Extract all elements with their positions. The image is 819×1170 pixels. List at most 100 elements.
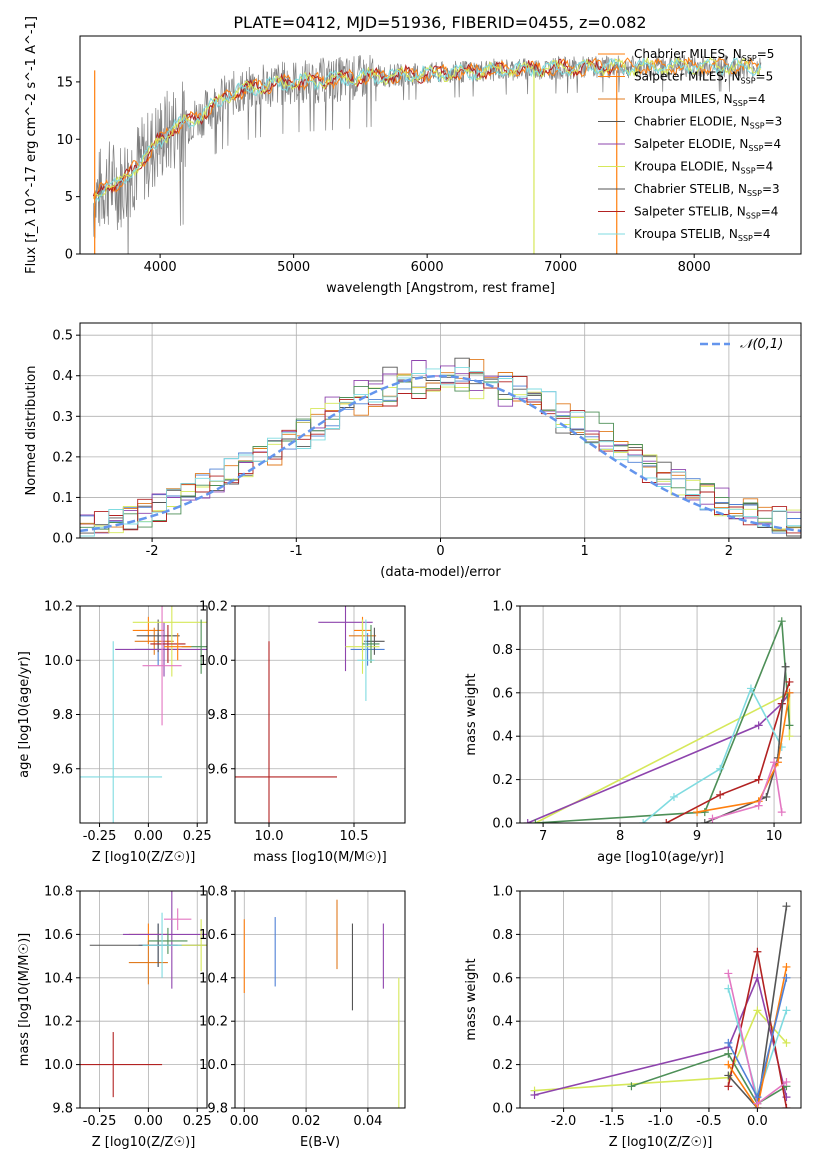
weight-marker — [785, 721, 794, 730]
x-tick-label: 10.5 — [340, 829, 369, 844]
weight-marker — [724, 1082, 733, 1091]
weight-marker — [724, 1060, 733, 1069]
y-tick-label: 0.5 — [52, 329, 73, 344]
weight-marker — [639, 819, 648, 823]
x-tick-label: 0.0 — [747, 1114, 768, 1129]
y-tick-label: 0.4 — [52, 369, 73, 384]
plot-area — [235, 606, 385, 823]
weight-marker — [782, 1104, 791, 1108]
x-tick-label: 0.00 — [134, 1114, 163, 1129]
axes-frame — [519, 605, 802, 824]
x-tick-label: 7 — [539, 829, 547, 844]
weight-marker — [785, 732, 794, 741]
weight-marker — [782, 1006, 791, 1015]
x-tick-label: 8000 — [678, 260, 711, 275]
weight-series — [535, 620, 791, 823]
panel-5: 7 8 9 10 0.0 0.2 0.4 0.6 0.8 1.0 age [log10(age/yr… — [464, 600, 802, 865]
weight-marker — [753, 947, 762, 956]
y-tick-label: 5 — [65, 190, 73, 205]
figure-title: PLATE=0412, MJD=51936, FIBERID=0455, z=0… — [233, 13, 646, 32]
weight-series — [631, 1052, 787, 1105]
plot-area — [530, 902, 791, 1108]
gaussian-curve — [80, 374, 801, 533]
y-axis-label: mass [log10(M/M☉)] — [17, 933, 32, 1066]
weight-marker — [700, 808, 709, 817]
model-spectrum — [92, 56, 762, 199]
x-tick-label: 0.25 — [183, 1114, 212, 1129]
weight-marker — [724, 1071, 733, 1080]
residual-histogram — [80, 372, 801, 537]
panel-4: 10.0 10.5 9.6 9.8 10.0 10.2 mass [log10(M/M☉)] — [199, 600, 406, 865]
weight-marker — [627, 1082, 636, 1091]
plot-area — [80, 891, 207, 1098]
model-spectrum — [93, 57, 762, 204]
x-axis-label: wavelength [Angstrom, rest frame] — [326, 281, 555, 296]
y-tick-label: 10.2 — [44, 600, 73, 615]
y-tick-label: 10.0 — [44, 654, 73, 669]
x-tick-label: -0.25 — [83, 1114, 117, 1129]
legend-entry: Chabrier MILES, NSSP=5 — [634, 47, 774, 63]
x-tick-label: -1.0 — [648, 1114, 673, 1129]
x-axis-label: (data-model)/error — [380, 565, 501, 580]
axes-frame — [234, 890, 406, 1109]
y-tick-label: 10.2 — [199, 600, 228, 615]
weight-marker — [724, 1038, 733, 1047]
weight-series — [696, 692, 791, 813]
y-tick-label: 10.4 — [199, 971, 228, 986]
x-axis-label: Z [log10(Z/Z☉)] — [609, 1135, 713, 1150]
x-tick-label: 2 — [725, 544, 733, 559]
residual-histogram — [80, 367, 801, 537]
axes-frame — [79, 322, 802, 539]
weight-series — [527, 692, 791, 823]
panel-3: -0.25 0.00 0.25 9.6 9.8 10.0 10.2 Z [log10(Z/Z☉… — [17, 600, 212, 866]
y-tick-label: 0.4 — [492, 730, 513, 745]
x-axis-label: Z [log10(Z/Z☉)] — [92, 850, 196, 865]
legend-entry: 𝒩(0,1) — [740, 337, 783, 352]
x-tick-label: -2.0 — [551, 1114, 576, 1129]
panel-1: 4000 5000 6000 7000 8000 0 5 10 15 wavelength [An… — [24, 16, 802, 296]
x-tick-label: 0.25 — [183, 829, 212, 844]
x-tick-label: 0.02 — [292, 1114, 321, 1129]
x-tick-label: -0.25 — [83, 829, 117, 844]
weight-marker — [785, 677, 794, 686]
weight-marker — [782, 1038, 791, 1047]
weight-series — [727, 906, 788, 1108]
axes-frame — [234, 605, 406, 824]
y-tick-label: 1.0 — [492, 600, 513, 615]
plot-area — [80, 606, 207, 823]
y-tick-label: 0.2 — [492, 1058, 513, 1073]
y-tick-label: 9.8 — [207, 1102, 228, 1117]
legend-entry: Chabrier STELIB, NSSP=3 — [634, 182, 780, 198]
x-tick-label: -0.5 — [696, 1114, 721, 1129]
weight-marker — [700, 819, 709, 823]
x-tick-label: -2 — [146, 544, 159, 559]
x-axis-label: Z [log10(Z/Z☉)] — [92, 1135, 196, 1150]
residual-histogram — [80, 374, 801, 534]
y-tick-label: 0.8 — [492, 928, 513, 943]
y-tick-label: 10.8 — [199, 885, 228, 900]
y-tick-label: 10.0 — [199, 654, 228, 669]
weight-marker — [753, 1093, 762, 1102]
x-tick-label: 7000 — [544, 260, 577, 275]
x-tick-label: 5000 — [277, 260, 310, 275]
y-tick-label: 0 — [65, 248, 73, 263]
legend-entry: Kroupa STELIB, NSSP=4 — [634, 227, 771, 243]
y-axis-label: Flux [f_λ 10^-17 erg cm^-2 s^-1 A^-1] — [24, 16, 39, 274]
y-tick-label: 0.0 — [52, 532, 73, 547]
weight-marker — [753, 973, 762, 982]
y-axis-label: mass weight — [464, 958, 479, 1040]
y-tick-label: 0.2 — [492, 773, 513, 788]
weight-marker — [716, 790, 725, 799]
weight-marker — [746, 684, 755, 693]
legend-entry: Kroupa MILES, NSSP=4 — [634, 92, 765, 108]
x-tick-label: 9 — [693, 829, 701, 844]
y-tick-label: 15 — [56, 75, 73, 90]
weight-marker — [724, 1049, 733, 1058]
weight-marker — [530, 1090, 539, 1099]
weight-marker — [708, 814, 717, 823]
x-axis-label: E(B-V) — [300, 1135, 340, 1150]
weight-marker — [781, 662, 790, 671]
panel-8: -2.0 -1.5 -1.0 -0.5 0.0 0.0 0.2 0.4 0.6 0.8 1.0 Z [… — [464, 885, 802, 1150]
y-axis-label: mass weight — [464, 673, 479, 755]
y-tick-label: 10.6 — [44, 928, 73, 943]
